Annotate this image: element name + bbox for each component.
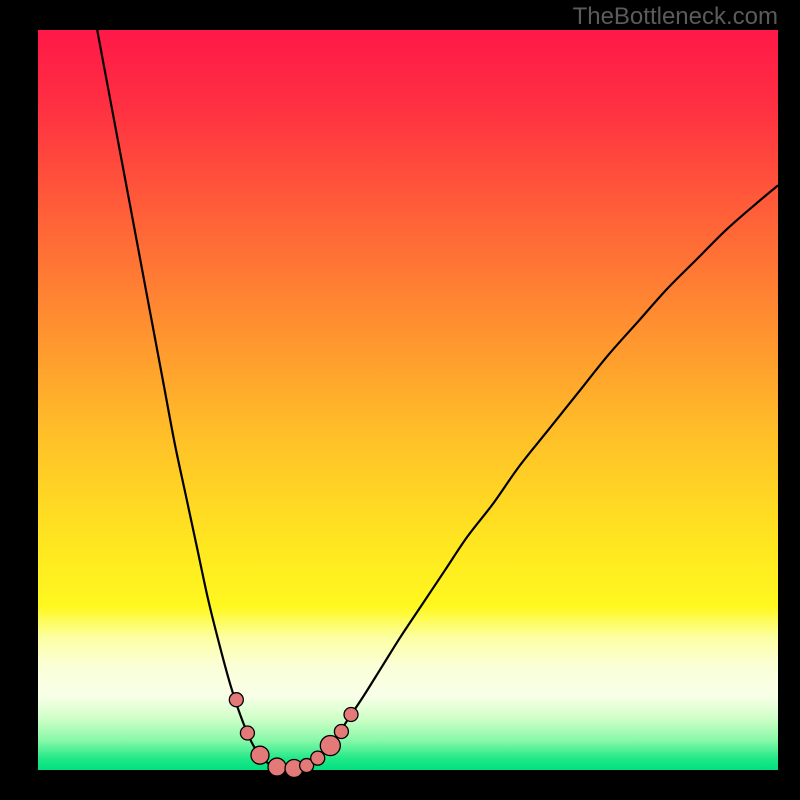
bottleneck-curve (97, 30, 778, 770)
data-marker (334, 725, 348, 739)
data-marker (251, 746, 269, 764)
data-marker (344, 708, 358, 722)
watermark-text: TheBottleneck.com (573, 3, 778, 31)
curve-layer (0, 0, 800, 800)
data-marker (320, 736, 340, 756)
data-marker (240, 726, 254, 740)
data-marker (229, 693, 243, 707)
data-marker (311, 751, 325, 765)
chart-canvas: TheBottleneck.com (0, 0, 800, 800)
data-marker (268, 758, 286, 776)
